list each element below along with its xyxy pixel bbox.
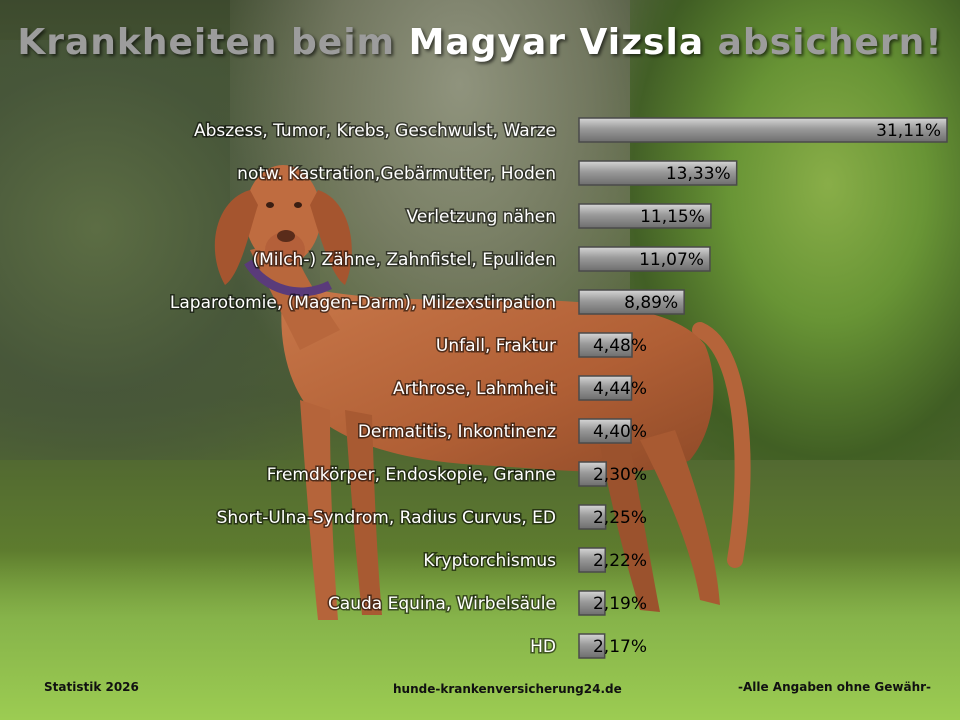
value-label-7: 4,40% <box>593 422 647 442</box>
footer-disclaimer: -Alle Angaben ohne Gewähr- <box>738 680 932 694</box>
value-label-12: 2,17% <box>593 637 647 657</box>
category-label-9: Short-Ulna-Syndrom, Radius Curvus, ED <box>217 508 556 528</box>
bar-5 <box>578 332 633 358</box>
category-label-4: Laparotomie, (Magen-Darm), Milzexstirpat… <box>170 293 556 313</box>
bar-3 <box>578 246 711 272</box>
category-label-0: Abszess, Tumor, Krebs, Geschwulst, Warze <box>194 121 556 141</box>
footer-statistics-year: Statistik 2026 <box>44 680 139 694</box>
bar-10 <box>578 547 607 573</box>
footer-website: hunde-krankenversicherung24.de <box>393 682 622 696</box>
value-label-0: 31,11% <box>876 121 941 141</box>
background-grass <box>0 550 960 720</box>
bar-2 <box>578 203 712 229</box>
bar-11 <box>578 590 606 616</box>
category-label-12: HD <box>530 637 556 657</box>
value-label-1: 13,33% <box>666 164 731 184</box>
bar-4 <box>578 289 685 315</box>
bar-7 <box>578 418 632 444</box>
category-label-5: Unfall, Fraktur <box>436 336 556 356</box>
value-label-5: 4,48% <box>593 336 647 356</box>
category-label-1: notw. Kastration,Gebärmutter, Hoden <box>237 164 556 184</box>
category-label-8: Fremdkörper, Endoskopie, Granne <box>267 465 556 485</box>
category-label-3: (Milch-) Zähne, Zahnfistel, Epuliden <box>252 250 556 270</box>
category-label-2: Verletzung nähen <box>407 207 556 227</box>
value-label-10: 2,22% <box>593 551 647 571</box>
bar-6 <box>578 375 633 401</box>
title-part-1: Krankheiten beim <box>17 22 409 63</box>
title-breed: Magyar Vizsla <box>408 22 705 63</box>
bar-8 <box>578 461 607 487</box>
value-label-8: 2,30% <box>593 465 647 485</box>
bar-9 <box>578 504 607 530</box>
page-title: Krankheiten beim Magyar Vizsla absichern… <box>0 22 960 63</box>
bar-1 <box>578 160 738 186</box>
category-label-6: Arthrose, Lahmheit <box>393 379 556 399</box>
value-label-9: 2,25% <box>593 508 647 528</box>
category-label-11: Cauda Equina, Wirbelsäule <box>328 594 556 614</box>
value-label-3: 11,07% <box>639 250 704 270</box>
bar-0 <box>578 117 948 143</box>
value-label-4: 8,89% <box>624 293 678 313</box>
value-label-2: 11,15% <box>640 207 705 227</box>
category-label-7: Dermatitis, Inkontinenz <box>358 422 556 442</box>
value-label-6: 4,44% <box>593 379 647 399</box>
bar-12 <box>578 633 606 659</box>
title-part-3: absichern! <box>704 22 943 63</box>
value-label-11: 2,19% <box>593 594 647 614</box>
category-label-10: Kryptorchismus <box>423 551 556 571</box>
